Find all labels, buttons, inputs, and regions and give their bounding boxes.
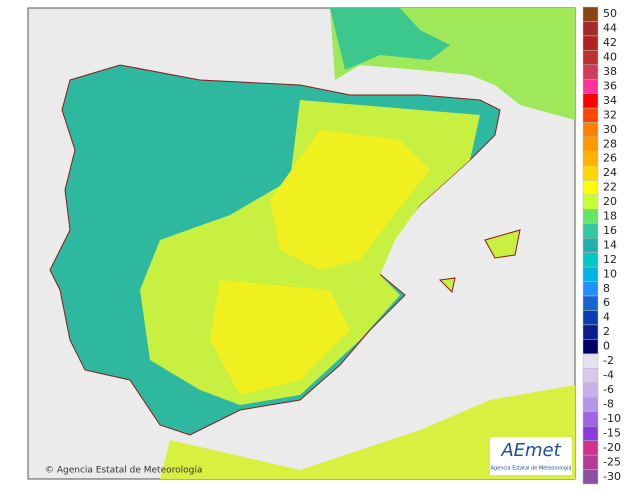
legend-swatch	[582, 50, 599, 66]
legend-label: 10	[603, 267, 617, 280]
legend-swatch	[582, 151, 599, 167]
legend-swatch	[582, 252, 599, 268]
legend-label: 34	[603, 94, 617, 107]
legend-swatch	[582, 469, 599, 485]
legend-swatch	[582, 35, 599, 51]
legend-label: 20	[603, 195, 617, 208]
legend-swatch	[582, 411, 599, 427]
france-highland	[330, 8, 450, 70]
islands	[438, 229, 521, 294]
legend-swatch	[582, 64, 599, 80]
legend-swatch	[582, 324, 599, 340]
legend-swatch	[582, 21, 599, 37]
legend-label: 6	[603, 296, 610, 309]
legend-swatch	[582, 209, 599, 225]
legend-swatch	[582, 368, 599, 384]
legend-label: 24	[603, 166, 617, 179]
legend-swatch	[582, 136, 599, 152]
logo-subtitle: Agencia Estatal de Meteorología	[491, 465, 572, 472]
legend-swatch	[582, 79, 599, 94]
legend-swatch	[582, 454, 599, 470]
copyright: © Agencia Estatal de Meteorología	[45, 466, 202, 476]
legend-label: -20	[603, 441, 621, 454]
legend-label: 26	[603, 152, 617, 165]
legend-swatch	[582, 165, 599, 181]
legend-label: -25	[603, 455, 621, 468]
legend-label: 28	[603, 137, 617, 150]
hot-zone	[210, 130, 430, 395]
legend-swatch	[582, 93, 599, 109]
legend-label: 4	[603, 311, 610, 324]
legend-label: 18	[603, 210, 617, 223]
legend-label: 22	[603, 181, 617, 194]
legend-swatch	[582, 266, 599, 282]
logo-box	[490, 437, 572, 475]
legend-swatch	[582, 339, 599, 355]
legend-label: 2	[603, 325, 610, 338]
legend-swatch	[582, 180, 599, 196]
legend-swatch	[582, 237, 599, 253]
legend-swatch	[582, 310, 599, 326]
legend-swatch	[582, 397, 599, 413]
legend-label: 12	[603, 253, 617, 266]
legend-swatch	[582, 440, 599, 456]
legend-label: -30	[603, 470, 621, 483]
legend-label: 42	[603, 36, 617, 49]
legend-label: 38	[603, 65, 617, 78]
legend-label: -8	[603, 398, 614, 411]
legend-label: 50	[603, 7, 617, 20]
legend-label: -15	[603, 426, 621, 439]
legend-swatch	[582, 107, 599, 123]
legend-label: 44	[603, 22, 617, 35]
legend-label: 0	[603, 340, 610, 353]
legend-swatch	[582, 194, 599, 210]
legend-swatch	[582, 426, 599, 441]
legend-label: 40	[603, 51, 617, 64]
legend-swatch	[582, 281, 599, 297]
legend-swatch	[582, 122, 599, 138]
legend-swatch	[582, 6, 599, 22]
legend-label: 36	[603, 79, 617, 92]
legend-label: -6	[603, 383, 614, 396]
logo-name: AEmet	[500, 440, 561, 461]
legend-swatch	[582, 382, 599, 398]
legend: 5044424038363432302826242220181614121086…	[582, 6, 621, 485]
legend-label: -2	[603, 354, 614, 367]
legend-swatch	[582, 223, 599, 239]
legend-label: -4	[603, 369, 614, 382]
legend-label: -10	[603, 412, 621, 425]
legend-label: 16	[603, 224, 617, 237]
legend-swatch	[582, 295, 599, 311]
legend-label: 30	[603, 123, 617, 136]
africa	[160, 385, 575, 479]
legend-label: 14	[603, 238, 617, 251]
legend-label: 32	[603, 108, 617, 121]
legend-label: 8	[603, 282, 610, 295]
legend-swatch	[582, 353, 599, 369]
